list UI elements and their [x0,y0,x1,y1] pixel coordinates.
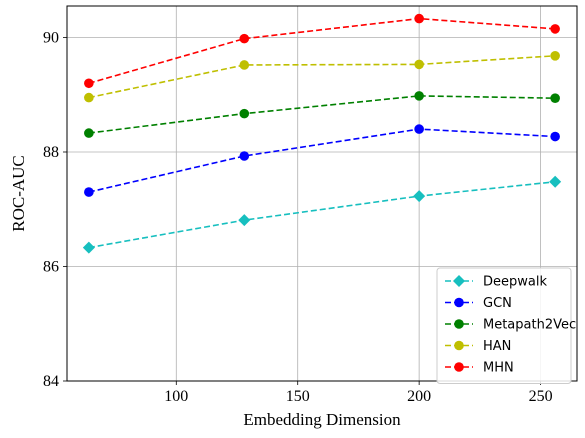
data-point-gcn [414,124,424,134]
series-line-metapath2vec [88,95,556,134]
legend-label-gcn: GCN [483,296,512,311]
data-point-deepwalk [413,190,426,203]
series-layer [82,13,562,254]
data-point-deepwalk [238,214,251,227]
data-point-metapath2vec [84,128,94,138]
legend-label-deepwalk: Deepwalk [483,275,547,290]
y-tick-label: 84 [43,373,59,390]
series-line-gcn [88,128,556,193]
data-point-metapath2vec [550,93,560,103]
legend-entry-deepwalk: Deepwalk [445,275,547,290]
data-point-mhn [550,24,560,34]
x-tick-label: 250 [529,388,553,405]
data-point-deepwalk [549,175,562,188]
y-tick-label: 90 [43,29,59,46]
data-point-han [239,60,250,70]
data-point-han [84,92,94,103]
legend-label-han: HAN [483,339,511,354]
x-tick-label: 100 [164,388,188,405]
series-line-han [88,55,556,99]
legend-label-mhn: MHN [483,361,514,376]
x-tick-label: 200 [407,388,431,405]
data-point-deepwalk [82,241,95,254]
legend-marker-deepwalk [453,275,465,287]
x-axis-label: Embedding Dimension [243,410,401,429]
series-deepwalk [82,175,562,254]
data-point-han [414,59,424,70]
series-line-mhn [88,17,556,85]
y-axis-label: ROC-AUC [9,155,28,232]
legend-entry-mhn: MHN [445,361,514,376]
data-point-gcn [84,187,94,197]
legend-marker-metapath2vec [454,319,464,329]
legend-entry-gcn: GCN [445,296,512,311]
y-tick-label: 86 [43,258,59,275]
plot-frame [66,5,578,382]
series-mhn [84,13,560,89]
legend-entry-metapath2vec: Metapath2Vec [445,318,576,333]
data-point-mhn [84,78,94,89]
legend-entry-han: HAN [445,339,511,354]
data-point-metapath2vec [414,91,424,101]
data-point-mhn [239,33,250,44]
tick-layer: 100 150 200 250 84 86 88 90 [43,29,553,405]
data-point-gcn [550,131,560,142]
legend-marker-mhn [454,362,464,372]
data-point-gcn [239,151,250,161]
data-point-metapath2vec [239,108,250,119]
legend: Deepwalk GCN Metapath2Vec HAN MHN [436,267,576,384]
data-point-mhn [414,13,424,24]
series-gcn [84,124,560,197]
legend-box [436,267,572,384]
series-metapath2vec [84,91,560,138]
x-tick-label: 150 [286,388,310,405]
legend-marker-han [454,340,464,351]
legend-marker-gcn [454,297,464,308]
data-point-han [550,51,560,61]
y-tick-label: 88 [43,144,59,161]
series-line-deepwalk [88,180,556,249]
legend-label-metapath2vec: Metapath2Vec [483,318,576,333]
series-han [84,51,560,103]
